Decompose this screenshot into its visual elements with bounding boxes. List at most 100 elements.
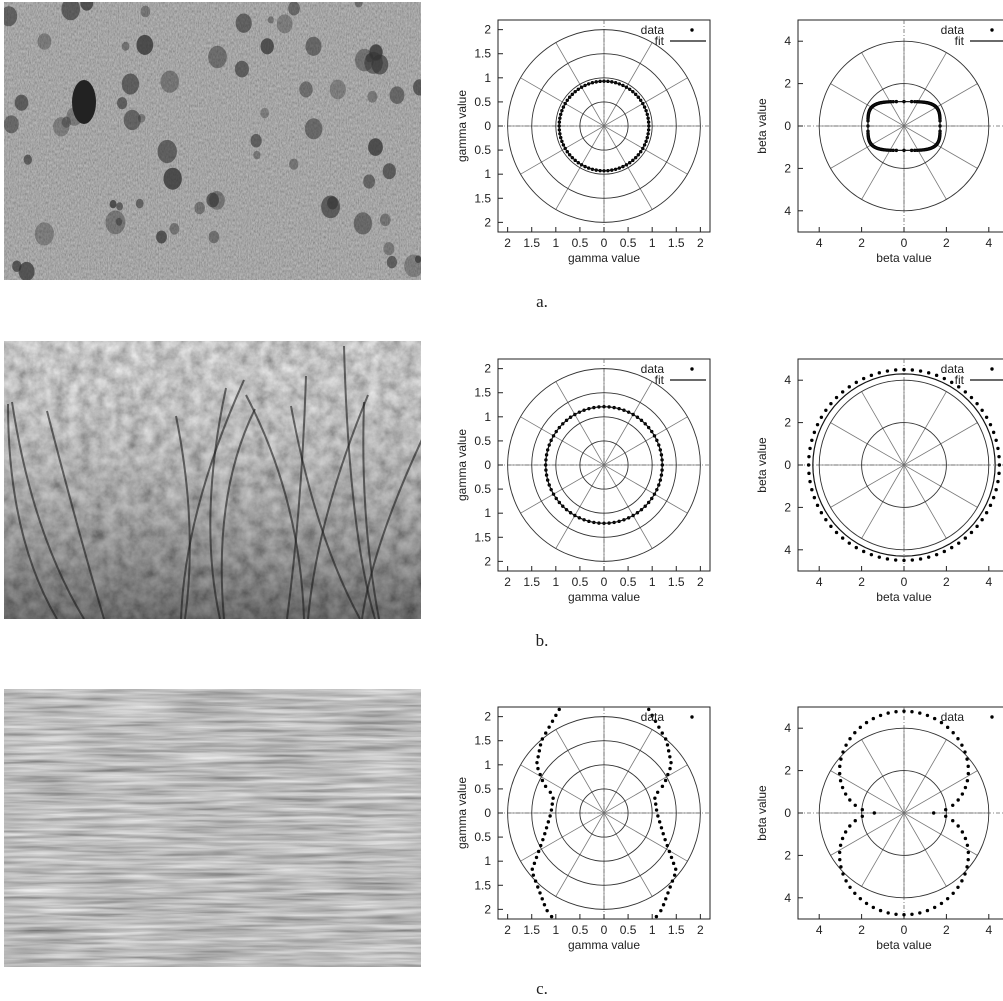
data-point bbox=[918, 557, 923, 561]
data-point bbox=[840, 836, 845, 841]
data-point bbox=[664, 897, 668, 901]
y-tick-label: 1.5 bbox=[474, 734, 491, 748]
x-axis-label: gamma value bbox=[568, 590, 640, 604]
x-tick-label: 2 bbox=[858, 923, 865, 937]
grid-ring bbox=[818, 379, 990, 551]
pore-mark bbox=[123, 109, 141, 131]
data-point bbox=[549, 808, 554, 812]
branch-line bbox=[286, 375, 307, 619]
x-tick-label: 1 bbox=[649, 575, 656, 589]
y-tick-label: 4 bbox=[784, 373, 791, 387]
pore-mark bbox=[304, 118, 323, 140]
data-point bbox=[861, 376, 866, 381]
x-tick-label: 4 bbox=[816, 575, 823, 589]
data-point bbox=[956, 798, 960, 802]
y-tick-label: 2 bbox=[484, 23, 491, 37]
legend-marker-points bbox=[690, 367, 694, 371]
pore-mark bbox=[414, 255, 421, 263]
y-tick-label: 1.5 bbox=[474, 878, 491, 892]
branch-line bbox=[290, 405, 361, 619]
y-axis-label: beta value bbox=[755, 98, 769, 154]
data-point bbox=[885, 369, 890, 373]
y-tick-label: 0.5 bbox=[474, 482, 491, 496]
legend-label: data bbox=[641, 710, 665, 724]
data-point bbox=[543, 832, 547, 836]
data-point bbox=[960, 830, 965, 834]
x-tick-label: 1.5 bbox=[523, 236, 540, 250]
pore-mark bbox=[267, 16, 274, 24]
data-point bbox=[894, 912, 898, 916]
data-point bbox=[657, 725, 661, 729]
data-point bbox=[943, 814, 948, 818]
y-tick-label: 1 bbox=[484, 410, 491, 424]
data-point bbox=[812, 495, 817, 500]
pore-mark bbox=[206, 192, 219, 208]
data-point bbox=[902, 913, 906, 917]
data-point bbox=[554, 713, 558, 718]
pore-mark bbox=[253, 150, 261, 160]
y-tick-label: 2 bbox=[784, 416, 791, 430]
data-point bbox=[540, 737, 545, 741]
data-point bbox=[893, 368, 898, 372]
pore-mark bbox=[121, 41, 130, 51]
x-tick-label: 0.5 bbox=[572, 575, 589, 589]
data-point bbox=[810, 438, 814, 443]
data-point bbox=[950, 545, 954, 550]
data-point bbox=[667, 849, 672, 854]
x-tick-label: 0 bbox=[901, 236, 908, 250]
data-point bbox=[815, 422, 820, 427]
legend-label: fit bbox=[955, 34, 965, 48]
pore-mark bbox=[363, 174, 375, 189]
data-point bbox=[869, 373, 874, 378]
data-point bbox=[838, 778, 843, 783]
pore-mark bbox=[14, 94, 29, 111]
data-point bbox=[663, 737, 668, 741]
data-point bbox=[984, 415, 989, 419]
pore-mark bbox=[208, 230, 220, 244]
data-point bbox=[966, 764, 970, 769]
branch-line bbox=[245, 394, 305, 619]
y-tick-label: 0 bbox=[484, 458, 491, 472]
data-point bbox=[819, 415, 824, 419]
x-tick-label: 4 bbox=[816, 923, 823, 937]
x-tick-label: 2 bbox=[697, 236, 704, 250]
pore-mark bbox=[386, 255, 397, 269]
x-tick-label: 1 bbox=[552, 923, 559, 937]
polar-plot-b-gamma: 2 2 1.5 1.5 1 1 0.5 0.5 0 0 0.5 0.5 1 1 1.5 1.5 2 2 gamma … bbox=[445, 341, 711, 621]
data-point bbox=[910, 710, 914, 714]
pore-mark bbox=[354, 2, 363, 8]
x-tick-label: 0 bbox=[901, 923, 908, 937]
data-point bbox=[980, 408, 984, 412]
pore-mark bbox=[235, 13, 252, 33]
polar-plot-b-beta: 4 4 2 2 0 0 2 2 4 4 beta value beta value data fit bbox=[745, 341, 1003, 621]
data-point bbox=[837, 850, 842, 855]
foliage-photo bbox=[4, 341, 421, 619]
data-point bbox=[943, 808, 948, 812]
pore-mark bbox=[250, 133, 262, 148]
data-point bbox=[824, 408, 828, 412]
data-point bbox=[872, 811, 877, 815]
data-point bbox=[965, 757, 969, 761]
x-tick-label: 1 bbox=[552, 575, 559, 589]
data-point bbox=[536, 885, 540, 889]
y-tick-label: 4 bbox=[784, 891, 791, 905]
data-point bbox=[654, 802, 658, 806]
x-tick-label: 0.5 bbox=[620, 923, 637, 937]
data-point bbox=[864, 901, 869, 906]
data-point bbox=[844, 879, 848, 883]
legend-marker-points bbox=[690, 28, 694, 32]
grid-ring bbox=[555, 764, 653, 862]
pore-mark bbox=[121, 73, 140, 95]
data-point bbox=[860, 814, 865, 818]
pore-mark bbox=[140, 5, 151, 18]
y-tick-label: 2 bbox=[784, 500, 791, 514]
legend-marker-points bbox=[990, 367, 994, 371]
data-point bbox=[548, 790, 553, 794]
data-point bbox=[533, 879, 538, 883]
x-tick-label: 0.5 bbox=[620, 575, 637, 589]
data-point bbox=[848, 737, 852, 741]
data-point bbox=[858, 725, 863, 730]
data-point bbox=[666, 749, 671, 753]
data-point bbox=[829, 524, 833, 529]
branch-line bbox=[209, 387, 227, 619]
